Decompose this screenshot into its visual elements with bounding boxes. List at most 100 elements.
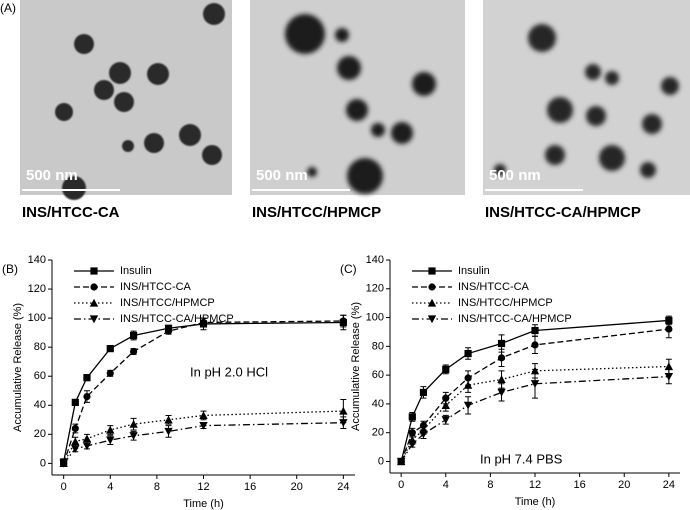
image-caption: INS/HTCC-CA/HPMCP bbox=[485, 204, 641, 221]
marker bbox=[199, 422, 208, 430]
marker bbox=[129, 432, 138, 440]
x-tick-label: 24 bbox=[337, 481, 349, 493]
marker bbox=[419, 388, 428, 397]
marker bbox=[408, 440, 417, 449]
y-tick-label: 0 bbox=[40, 457, 46, 469]
x-tick-label: 12 bbox=[197, 481, 209, 493]
scale-bar-label: 500 nm bbox=[26, 167, 78, 184]
legend-label: INS/HTCC-CA/HPMCP bbox=[458, 313, 572, 325]
x-tick-label: 0 bbox=[61, 481, 67, 493]
marker bbox=[71, 424, 79, 433]
legend-label: INS/HTCC/HPMCP bbox=[458, 297, 553, 309]
series-line bbox=[400, 375, 669, 462]
legend-label: Insulin bbox=[458, 265, 490, 277]
marker bbox=[664, 372, 674, 381]
x-tick-label: 16 bbox=[573, 479, 585, 491]
marker bbox=[106, 436, 115, 445]
series-line bbox=[63, 320, 344, 464]
marker bbox=[71, 445, 80, 454]
x-tick-label: 8 bbox=[487, 479, 493, 491]
y-tick-label: 100 bbox=[366, 311, 384, 323]
marker bbox=[339, 406, 348, 415]
x-tick-label: 20 bbox=[618, 479, 630, 491]
x-tick-label: 4 bbox=[443, 479, 449, 491]
marker bbox=[463, 381, 473, 389]
marker bbox=[531, 326, 539, 335]
tem-image: 500 nm bbox=[20, 0, 232, 200]
y-tick-label: 60 bbox=[372, 369, 384, 381]
y-tick-label: 20 bbox=[372, 427, 384, 439]
y-tick-label: 140 bbox=[366, 254, 384, 266]
marker bbox=[441, 401, 450, 409]
legend-marker bbox=[428, 283, 436, 291]
x-axis-label: Time (h) bbox=[183, 498, 224, 510]
marker bbox=[419, 430, 428, 439]
marker bbox=[199, 411, 208, 420]
marker bbox=[59, 459, 68, 468]
annotation: In pH 2.0 HCl bbox=[190, 364, 268, 379]
image-caption: INS/HTCC/HPMCP bbox=[252, 204, 381, 221]
tem-image: 500 nm bbox=[483, 0, 690, 195]
annotation: In pH 7.4 PBS bbox=[480, 451, 563, 466]
marker bbox=[199, 318, 208, 327]
x-tick-label: 24 bbox=[663, 479, 675, 491]
marker bbox=[531, 341, 539, 349]
y-tick-label: 140 bbox=[28, 254, 46, 266]
legend-marker bbox=[428, 267, 436, 275]
marker bbox=[408, 413, 416, 421]
y-tick-label: 0 bbox=[378, 455, 384, 467]
legend-label: INS/HTCC-CA bbox=[120, 281, 192, 293]
panel-label: (A) bbox=[0, 1, 16, 15]
y-axis-label: Accumulative Release (%) bbox=[350, 302, 362, 431]
marker bbox=[106, 425, 115, 434]
y-tick-label: 120 bbox=[366, 283, 384, 295]
y-tick-label: 80 bbox=[372, 340, 384, 352]
marker bbox=[664, 362, 674, 371]
y-tick-label: 80 bbox=[34, 341, 46, 353]
marker bbox=[408, 429, 416, 437]
tem-image: 500 nm bbox=[250, 0, 465, 195]
legend-label: Insulin bbox=[120, 265, 152, 277]
marker bbox=[82, 442, 92, 451]
marker bbox=[106, 345, 114, 353]
marker bbox=[106, 369, 114, 377]
marker bbox=[339, 317, 347, 325]
series-line bbox=[400, 365, 669, 462]
x-tick-label: 4 bbox=[107, 481, 113, 493]
panel-label: (B) bbox=[2, 262, 18, 276]
marker bbox=[497, 375, 506, 384]
marker bbox=[164, 415, 173, 424]
marker bbox=[129, 419, 138, 428]
marker bbox=[164, 327, 173, 335]
marker bbox=[129, 347, 138, 356]
marker bbox=[83, 392, 91, 401]
marker bbox=[396, 457, 406, 466]
marker bbox=[497, 354, 506, 362]
legend-marker bbox=[427, 298, 437, 307]
legend-marker bbox=[90, 283, 98, 291]
marker bbox=[82, 434, 92, 443]
x-tick-label: 8 bbox=[154, 481, 160, 493]
marker bbox=[464, 349, 472, 358]
scale-bar-label: 500 nm bbox=[489, 167, 541, 184]
x-tick-label: 20 bbox=[291, 481, 303, 493]
legend-label: INS/HTCC-CA bbox=[458, 281, 530, 293]
x-tick-label: 16 bbox=[244, 481, 256, 493]
y-tick-label: 20 bbox=[34, 428, 46, 440]
marker bbox=[441, 416, 450, 424]
marker bbox=[463, 401, 473, 410]
marker bbox=[164, 427, 173, 436]
y-tick-label: 100 bbox=[28, 312, 46, 324]
marker bbox=[497, 339, 506, 348]
marker bbox=[71, 437, 80, 446]
marker bbox=[497, 388, 506, 397]
legend-label: INS/HTCC/HPMCP bbox=[120, 297, 215, 309]
marker bbox=[442, 365, 450, 373]
x-tick-label: 0 bbox=[398, 479, 404, 491]
legend-marker bbox=[89, 298, 99, 307]
series-line bbox=[400, 328, 669, 462]
image-caption: INS/HTCC-CA bbox=[22, 204, 120, 221]
x-axis-label: Time (h) bbox=[515, 496, 556, 508]
y-tick-label: 120 bbox=[28, 283, 46, 295]
y-tick-label: 40 bbox=[34, 399, 46, 411]
